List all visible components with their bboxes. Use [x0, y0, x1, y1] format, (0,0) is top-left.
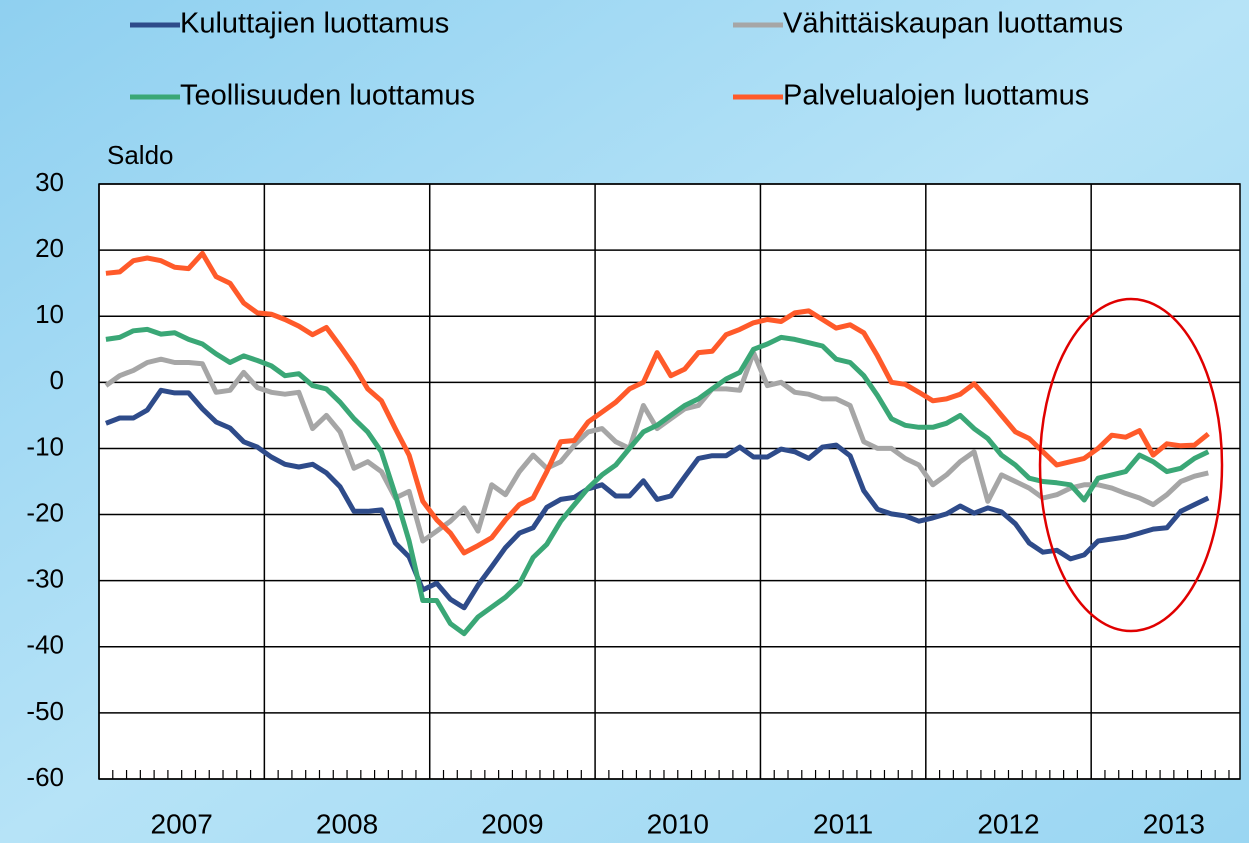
y-tick-label: 30	[35, 167, 64, 197]
y-tick-label: -10	[26, 431, 64, 461]
y-tick-label: -40	[26, 630, 64, 660]
plot-area	[99, 184, 1240, 779]
x-tick-label: 2007	[151, 808, 213, 839]
y-tick-label: 20	[35, 233, 64, 263]
y-tick-label: -60	[26, 762, 64, 792]
x-tick-label: 2008	[316, 808, 378, 839]
x-tick-label: 2013	[1143, 808, 1205, 839]
y-tick-label: -20	[26, 497, 64, 527]
y-tick-label: 0	[50, 365, 64, 395]
chart: -60 -50 -40 -30 -20 -10 0 10 20 30 2007 2008 2009 201…	[0, 0, 1249, 843]
x-tick-label: 2009	[481, 808, 543, 839]
legend-label: Palvelualojen luottamus	[783, 80, 1089, 112]
y-tick-label: -50	[26, 696, 64, 726]
x-tick-label: 2010	[647, 808, 709, 839]
y-tick-label: -30	[26, 564, 64, 594]
y-tick-label: 10	[35, 299, 64, 329]
legend-label: Vähittäiskaupan luottamus	[783, 8, 1123, 40]
y-axis-label: Saldo	[107, 140, 174, 170]
x-tick-label: 2012	[977, 808, 1039, 839]
page: {"chart_data": {"type": "line", "y_label…	[0, 0, 1249, 843]
legend-label: Teollisuuden luottamus	[180, 80, 475, 112]
x-tick-label: 2011	[813, 808, 873, 839]
legend-label: Kuluttajien luottamus	[180, 8, 449, 40]
